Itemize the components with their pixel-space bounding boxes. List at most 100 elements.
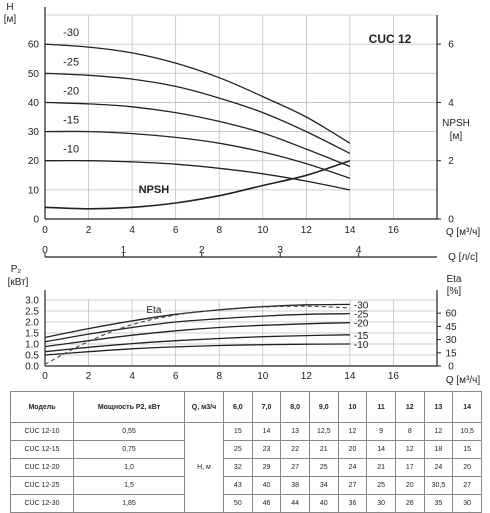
cell-head-value: 38 (280, 476, 310, 495)
right-axis-label: Eta (446, 274, 461, 285)
cell-head-unit: Н, м (184, 422, 224, 513)
series-label: -25 (63, 56, 79, 68)
right-tick-label: 15 (445, 348, 457, 359)
table-body: CUC 12-10 0,55 Н, м 15 14 13 12,5 12 9 8 12 10,5 CUC… (10, 422, 482, 513)
right-tick-label: 0 (448, 215, 454, 226)
x-tick-label: 6 (173, 225, 179, 236)
right-tick-label: 60 (445, 309, 457, 320)
series-line-h25 (44, 312, 350, 343)
right-tick-label: 30 (445, 335, 457, 346)
y-axis-label-unit: [кВт] (8, 277, 29, 288)
cell-head-value: 13 (280, 422, 310, 441)
x-tick-label: 16 (388, 371, 400, 382)
x-tick-label: 10 (257, 225, 269, 236)
cell-head-value: 32 (223, 458, 253, 477)
series-label: -10 (354, 340, 369, 351)
cell-head-value: 12 (337, 422, 368, 441)
x-tick-label: 0 (42, 225, 48, 236)
right-tick-label: 2 (448, 156, 454, 167)
y-axis-label: H (6, 2, 13, 13)
header-q-value: 7,0 (251, 391, 282, 423)
cell-head-value: 12 (423, 422, 454, 441)
y-tick-label: 0.5 (25, 351, 39, 362)
y-axis-label-unit: [м] (4, 14, 17, 25)
series-label: -10 (63, 144, 79, 156)
series-line-h15 (44, 334, 350, 353)
cell-power: 0,75 (73, 440, 185, 459)
cell-head-value: 30,5 (423, 476, 454, 495)
x-axis-label: Q [м³/ч] (446, 375, 481, 386)
series-label: -30 (354, 300, 369, 311)
cell-head-value: 25 (223, 440, 253, 459)
cell-head-value: 12,5 (308, 422, 339, 441)
y-tick-label: 60 (28, 40, 40, 51)
series-line-h30 (44, 43, 351, 144)
y-tick-label: 40 (28, 98, 40, 109)
y-tick-label: 1.0 (25, 340, 39, 351)
y-axis-label: P₂ (11, 264, 22, 275)
cell-head-value: 12 (394, 440, 425, 459)
table-row: CUC 12-10 0,55 Н, м 15 14 13 12,5 12 9 8 12 10,5 (10, 422, 482, 513)
x-tick-label: 12 (301, 371, 313, 382)
y-tick-label: 1.5 (25, 329, 39, 340)
header-q-value: 6,0 (223, 391, 253, 423)
y-tick-label: 0.0 (25, 362, 39, 373)
series-line-h30 (44, 303, 350, 339)
series-line-Eta (44, 305, 350, 365)
cell-head-value: 15 (223, 422, 253, 441)
cell-head-value: 50 (223, 494, 253, 513)
secondary-x-tick-label: 3 (277, 245, 283, 256)
table-header-row: Модель Мощность P2, кВт Q, м3/ч 6,0 7,0 8,… (10, 391, 482, 423)
right-tick-label: 6 (448, 40, 454, 51)
x-tick-label: 8 (216, 225, 222, 236)
right-tick-label: 4 (448, 98, 454, 109)
cell-head-value: 8 (394, 422, 425, 441)
right-tick-label: 45 (445, 322, 457, 333)
y-tick-label: 20 (28, 156, 40, 167)
series-label: -15 (63, 115, 79, 127)
y-tick-label: 0 (33, 215, 39, 226)
cell-head-value: 10,5 (452, 422, 482, 441)
cell-head-value: 22 (280, 440, 310, 459)
cell-head-value: 24 (337, 458, 368, 477)
cell-head-value: 40 (251, 476, 282, 495)
cell-model: CUC 12-20 (10, 458, 74, 477)
header-q-value: 11 (366, 391, 396, 423)
x-tick-label: 10 (257, 371, 269, 382)
cell-model: CUC 12-10 (10, 422, 74, 441)
table-row: CUC 12-25 1,5 43 40 38 34 27 25 20 30,5 27 (10, 476, 482, 495)
header-model: Модель (10, 391, 74, 423)
secondary-x-axis-label: Q [л/с] (448, 252, 478, 263)
x-tick-label: 16 (388, 225, 400, 236)
header-q-value: 12 (394, 391, 425, 423)
x-tick-label: 14 (344, 371, 356, 382)
cell-head-value: 26 (394, 494, 425, 513)
series-label: -20 (63, 85, 79, 97)
secondary-x-tick-label: 1 (121, 245, 127, 256)
x-tick-label: 6 (173, 371, 179, 382)
cell-power: 1,5 (73, 476, 185, 495)
header-power: Мощность P2, кВт (73, 391, 185, 423)
cell-model: CUC 12-25 (10, 476, 74, 495)
cell-head-value: 43 (223, 476, 253, 495)
cell-power: 1,0 (73, 458, 185, 477)
series-label: -25 (354, 310, 369, 321)
table-row: CUC 12-30 1,85 50 46 44 40 36 30 26 35 30 (10, 494, 482, 513)
cell-head-value: 35 (423, 494, 454, 513)
cell-head-value: 20 (337, 440, 368, 459)
cell-head-value: 21 (308, 440, 339, 459)
series-label: NPSH (139, 184, 170, 196)
right-axis-label-unit: [м] (450, 131, 463, 142)
x-tick-label: 2 (86, 225, 92, 236)
x-tick-label: 12 (301, 225, 313, 236)
cell-head-value: 20 (452, 458, 482, 477)
header-q-value: 8,0 (280, 391, 310, 423)
secondary-x-tick-label: 0 (42, 245, 48, 256)
table-row: CUC 12-20 1,0 32 29 27 25 24 21 17 24 20 (10, 458, 482, 477)
cell-head-value: 30 (452, 494, 482, 513)
series-label: -20 (354, 319, 369, 330)
right-axis-label-unit: [%] (447, 286, 462, 297)
cell-power: 0,55 (73, 422, 185, 441)
series-line-NPSH (44, 159, 351, 210)
cell-head-value: 14 (251, 422, 282, 441)
